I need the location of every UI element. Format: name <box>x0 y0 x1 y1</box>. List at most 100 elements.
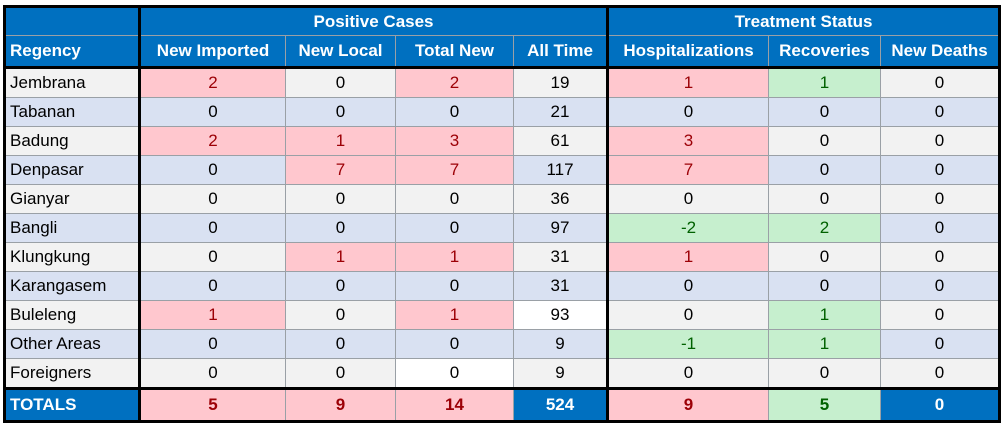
total-new-deaths: 0 <box>880 387 1002 423</box>
table-row: Denpasar 0 7 7 117 7 0 0 <box>3 155 1002 185</box>
new-deaths-cell: 0 <box>880 300 1002 330</box>
group-header-row: Positive Cases Treatment Status <box>3 5 1002 36</box>
new-local-cell: 0 <box>285 271 396 301</box>
new-deaths-cell: 0 <box>880 66 1002 98</box>
hospitalizations-cell: -2 <box>606 213 770 243</box>
treatment-status-header: Treatment Status <box>606 5 1002 36</box>
all-time-cell: 93 <box>512 300 610 330</box>
all-time-cell: 21 <box>512 97 610 127</box>
positive-cases-header: Positive Cases <box>137 5 610 36</box>
all-time-cell: 117 <box>512 155 610 185</box>
total-new-cell: 2 <box>395 66 514 98</box>
total-recoveries: 5 <box>768 387 882 423</box>
recoveries-cell: 1 <box>768 329 882 359</box>
total-new-cell: 0 <box>395 213 514 243</box>
new-imported-cell: 1 <box>138 300 286 330</box>
new-local-cell: 7 <box>285 155 396 185</box>
new-local-cell: 0 <box>285 97 396 127</box>
table-row: Tabanan 0 0 0 21 0 0 0 <box>3 97 1002 127</box>
hospitalizations-cell: 0 <box>606 184 770 214</box>
covid-regency-table: Positive Cases Treatment Status Regency … <box>3 5 1002 423</box>
new-imported-cell: 0 <box>138 271 286 301</box>
col-header-new-imported: New Imported <box>138 35 286 68</box>
blank-header-cell <box>3 5 140 36</box>
totals-label: TOTALS <box>3 387 140 423</box>
recoveries-cell: 0 <box>768 97 882 127</box>
total-new-cell: 0 <box>395 97 514 127</box>
new-deaths-cell: 0 <box>880 126 1002 156</box>
table-row: Badung 2 1 3 61 3 0 0 <box>3 126 1002 156</box>
recoveries-cell: 0 <box>768 184 882 214</box>
recoveries-cell: 2 <box>768 213 882 243</box>
regency-cell: Badung <box>3 126 140 156</box>
new-local-cell: 0 <box>285 184 396 214</box>
hospitalizations-cell: 3 <box>606 126 770 156</box>
col-header-regency: Regency <box>3 35 140 68</box>
table-row: Gianyar 0 0 0 36 0 0 0 <box>3 184 1002 214</box>
hospitalizations-cell: 7 <box>606 155 770 185</box>
table-row: Other Areas 0 0 0 9 -1 1 0 <box>3 329 1002 359</box>
col-header-new-local: New Local <box>285 35 396 68</box>
col-header-recoveries: Recoveries <box>768 35 882 68</box>
col-header-total-new: Total New <box>395 35 514 68</box>
recoveries-cell: 0 <box>768 358 882 389</box>
all-time-cell: 31 <box>512 242 610 272</box>
total-new-imported: 5 <box>138 387 286 423</box>
total-new-local: 9 <box>285 387 396 423</box>
regency-cell: Tabanan <box>3 97 140 127</box>
regency-cell: Denpasar <box>3 155 140 185</box>
hospitalizations-cell: 1 <box>606 66 770 98</box>
total-new-cell: 7 <box>395 155 514 185</box>
recoveries-cell: 0 <box>768 155 882 185</box>
new-local-cell: 0 <box>285 213 396 243</box>
regency-cell: Foreigners <box>3 358 140 389</box>
totals-row: TOTALS 5 9 14 524 9 5 0 <box>3 387 1002 423</box>
new-imported-cell: 0 <box>138 155 286 185</box>
new-deaths-cell: 0 <box>880 271 1002 301</box>
table-row: Buleleng 1 0 1 93 0 1 0 <box>3 300 1002 330</box>
regency-cell: Bangli <box>3 213 140 243</box>
recoveries-cell: 0 <box>768 271 882 301</box>
regency-cell: Jembrana <box>3 66 140 98</box>
table-row: Klungkung 0 1 1 31 1 0 0 <box>3 242 1002 272</box>
recoveries-cell: 0 <box>768 126 882 156</box>
new-deaths-cell: 0 <box>880 97 1002 127</box>
new-imported-cell: 0 <box>138 242 286 272</box>
new-imported-cell: 2 <box>138 66 286 98</box>
hospitalizations-cell: -1 <box>606 329 770 359</box>
all-time-cell: 36 <box>512 184 610 214</box>
new-imported-cell: 0 <box>138 97 286 127</box>
hospitalizations-cell: 0 <box>606 97 770 127</box>
new-deaths-cell: 0 <box>880 358 1002 389</box>
table-row: Foreigners 0 0 0 9 0 0 0 <box>3 358 1002 389</box>
recoveries-cell: 0 <box>768 242 882 272</box>
col-header-hospitalizations: Hospitalizations <box>606 35 770 68</box>
new-imported-cell: 0 <box>138 184 286 214</box>
column-header-row: Regency New Imported New Local Total New… <box>3 35 1002 68</box>
new-deaths-cell: 0 <box>880 213 1002 243</box>
new-local-cell: 0 <box>285 66 396 98</box>
regency-cell: Gianyar <box>3 184 140 214</box>
new-imported-cell: 0 <box>138 213 286 243</box>
total-new-cell: 3 <box>395 126 514 156</box>
new-deaths-cell: 0 <box>880 155 1002 185</box>
hospitalizations-cell: 0 <box>606 300 770 330</box>
new-imported-cell: 2 <box>138 126 286 156</box>
new-local-cell: 1 <box>285 126 396 156</box>
recoveries-cell: 1 <box>768 300 882 330</box>
hospitalizations-cell: 0 <box>606 271 770 301</box>
col-header-new-deaths: New Deaths <box>880 35 1002 68</box>
new-local-cell: 0 <box>285 358 396 389</box>
new-local-cell: 0 <box>285 300 396 330</box>
recoveries-cell: 1 <box>768 66 882 98</box>
total-total-new: 14 <box>395 387 514 423</box>
total-new-cell: 1 <box>395 300 514 330</box>
regency-cell: Other Areas <box>3 329 140 359</box>
col-header-all-time: All Time <box>512 35 610 68</box>
regency-cell: Klungkung <box>3 242 140 272</box>
all-time-cell: 19 <box>512 66 610 98</box>
regency-cell: Karangasem <box>3 271 140 301</box>
all-time-cell: 9 <box>512 329 610 359</box>
total-hospitalizations: 9 <box>606 387 770 423</box>
total-new-cell: 1 <box>395 242 514 272</box>
